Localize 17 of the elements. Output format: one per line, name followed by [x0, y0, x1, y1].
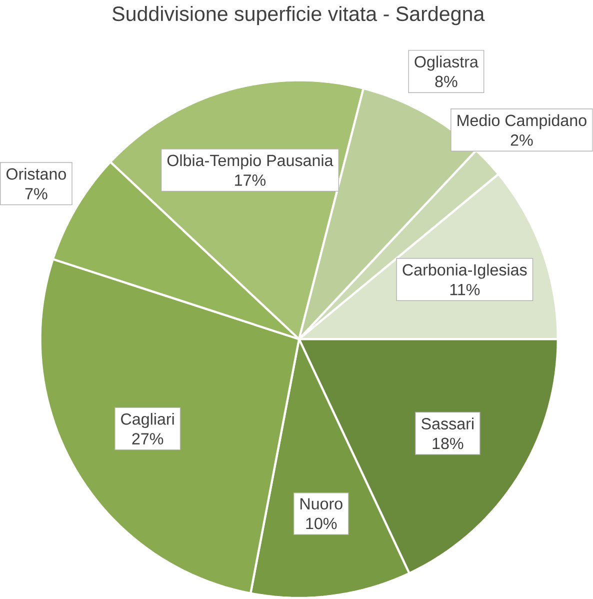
- slice-label: Sassari: [422, 418, 474, 430]
- slice-label: Nuoro: [300, 498, 342, 510]
- data-label: 18%: [432, 438, 464, 450]
- slice-label: Oristano: [6, 168, 66, 180]
- data-label: 11%: [450, 284, 480, 296]
- data-label: 8%: [435, 76, 458, 88]
- slice-label: Olbia-Tempio Pausania: [167, 154, 334, 170]
- chart-title: Suddivisione superficie vitata - Sardegna: [112, 6, 485, 26]
- slice-label: Carbonia-Iglesias: [402, 264, 527, 279]
- data-label: 7%: [25, 188, 48, 200]
- data-label: 17%: [235, 174, 266, 186]
- data-label: 2%: [510, 134, 533, 146]
- slice-label: Medio Campidano: [458, 114, 586, 130]
- slice-label: Cagliari: [121, 412, 174, 428]
- data-label: 27%: [132, 433, 164, 444]
- data-label: 10%: [306, 518, 337, 530]
- slice-label: Ogliastra: [414, 56, 479, 71]
